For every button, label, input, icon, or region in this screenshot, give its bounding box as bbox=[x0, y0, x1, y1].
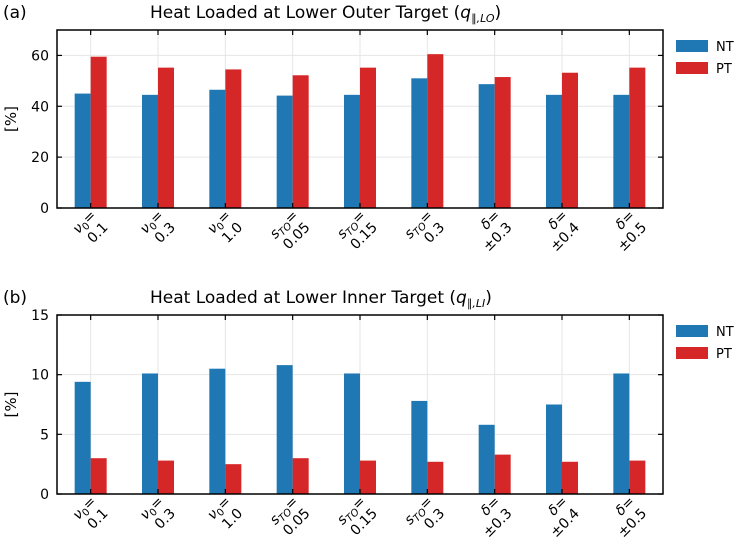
bar-pt-5 bbox=[360, 67, 376, 209]
bar-nt-5 bbox=[344, 94, 360, 208]
bar-pt-1 bbox=[90, 458, 107, 494]
bar-nt-1 bbox=[74, 381, 91, 494]
x-tick-label: ν0=0.1 bbox=[70, 494, 112, 533]
bar-pt-4 bbox=[292, 75, 309, 209]
y-tick-label: 20 bbox=[31, 150, 49, 166]
x-tick-label: sTO=0.15 bbox=[334, 494, 381, 539]
legend-swatch-pt bbox=[676, 347, 708, 359]
bar-pt-9 bbox=[629, 460, 646, 494]
bar-pt-7 bbox=[494, 454, 511, 494]
x-tick-label: ν0=0.3 bbox=[137, 494, 179, 533]
bar-nt-4 bbox=[276, 365, 293, 494]
panel-label: (a) bbox=[3, 3, 27, 23]
y-axis-label: [%] bbox=[2, 106, 20, 132]
x-tick-label: ν0=1.0 bbox=[205, 494, 247, 533]
bar-nt-9 bbox=[613, 94, 630, 208]
chart-panel-b: 0 5 10 15 ν0=0.1 ν0=0.3 ν0=1.0 sTO=0.05 sTO=0.15… bbox=[2, 288, 734, 541]
bar-nt-7 bbox=[478, 84, 495, 208]
x-tick-label: δ=±0.5 bbox=[612, 494, 650, 541]
bar-pt-2 bbox=[158, 460, 174, 494]
bar-nt-3 bbox=[209, 89, 226, 208]
bar-nt-5 bbox=[344, 373, 360, 494]
bar-pt-4 bbox=[292, 458, 309, 494]
bar-nt-7 bbox=[478, 424, 495, 494]
bar-nt-9 bbox=[613, 373, 630, 494]
bar-nt-6 bbox=[411, 400, 428, 494]
x-tick-label: sTO=0.05 bbox=[267, 494, 314, 539]
bar-pt-6 bbox=[427, 54, 444, 209]
bar-pt-3 bbox=[225, 69, 242, 209]
y-tick-label: 10 bbox=[31, 368, 49, 384]
chart-title: Heat Loaded at Lower Outer Target (q∥,LO… bbox=[150, 3, 501, 25]
bar-nt-4 bbox=[276, 95, 293, 208]
y-tick-label: 60 bbox=[31, 48, 49, 64]
y-tick-label: 0 bbox=[40, 201, 49, 217]
bar-nt-2 bbox=[142, 94, 158, 208]
bar-pt-9 bbox=[629, 67, 646, 209]
x-tick-label: δ=±0.5 bbox=[612, 208, 650, 255]
bar-nt-2 bbox=[142, 373, 158, 494]
y-tick-label: 15 bbox=[31, 308, 49, 324]
bar-pt-3 bbox=[225, 464, 242, 494]
x-tick-label: δ=±0.4 bbox=[545, 208, 583, 255]
legend-swatch-nt bbox=[676, 325, 708, 337]
x-tick-label: ν0=0.3 bbox=[137, 208, 179, 247]
panel-label: (b) bbox=[3, 288, 27, 308]
y-tick-label: 40 bbox=[31, 99, 49, 115]
x-tick-label: δ=±0.3 bbox=[478, 208, 516, 255]
bar-pt-7 bbox=[494, 77, 511, 209]
x-tick-label: sTO=0.05 bbox=[267, 208, 314, 253]
y-axis-label: [%] bbox=[2, 392, 20, 418]
x-tick-label: sTO=0.15 bbox=[334, 208, 381, 253]
bar-pt-8 bbox=[562, 72, 578, 208]
bar-nt-6 bbox=[411, 78, 428, 208]
bar-nt-8 bbox=[546, 94, 562, 208]
legend-swatch-pt bbox=[676, 62, 708, 74]
y-tick-label: 5 bbox=[40, 427, 49, 443]
bar-pt-8 bbox=[562, 461, 578, 494]
chart-panel-a: 0 20 40 60 ν0=0.1 ν0=0.3 ν0=1.0 sTO=0.05 sTO=0.1… bbox=[2, 3, 734, 255]
chart-title: Heat Loaded at Lower Inner Target (q∥,LI… bbox=[150, 288, 492, 310]
legend-label-pt: PT bbox=[716, 347, 732, 362]
x-tick-label: sTO=0.3 bbox=[402, 208, 449, 247]
bar-pt-6 bbox=[427, 461, 444, 494]
bar-pt-5 bbox=[360, 460, 376, 494]
bar-nt-3 bbox=[209, 368, 226, 494]
x-tick-label: ν0=0.1 bbox=[70, 208, 112, 247]
legend-swatch-nt bbox=[676, 40, 708, 52]
bar-nt-8 bbox=[546, 404, 562, 494]
bar-nt-1 bbox=[74, 93, 91, 208]
y-tick-label: 0 bbox=[40, 487, 49, 503]
legend-label-nt: NT bbox=[716, 325, 734, 340]
legend-label-pt: PT bbox=[716, 62, 732, 77]
x-tick-label: sTO=0.3 bbox=[402, 494, 449, 533]
x-tick-label: δ=±0.4 bbox=[545, 494, 583, 541]
legend-label-nt: NT bbox=[716, 40, 734, 55]
bar-pt-1 bbox=[90, 56, 107, 209]
x-tick-label: δ=±0.3 bbox=[478, 494, 516, 541]
x-tick-label: ν0=1.0 bbox=[205, 208, 247, 247]
bar-pt-2 bbox=[158, 67, 174, 209]
x-tick-label-line1: ν0= bbox=[205, 208, 236, 239]
